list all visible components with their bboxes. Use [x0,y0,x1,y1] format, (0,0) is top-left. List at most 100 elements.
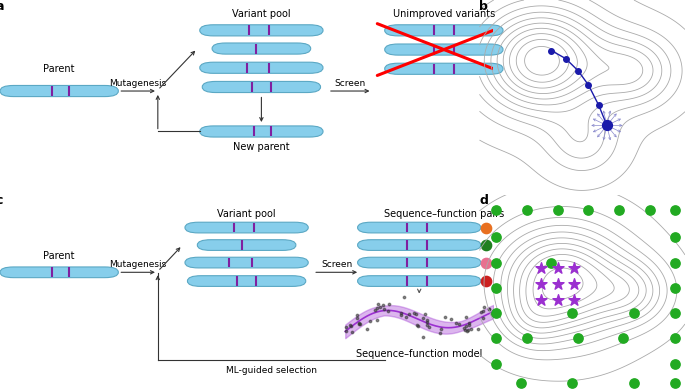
Point [573,68,584,74]
FancyBboxPatch shape [188,276,306,286]
Point [463,321,474,328]
Text: New parent: New parent [233,142,290,152]
Point [521,207,532,213]
Point [364,318,375,324]
Point [566,310,577,316]
Point [466,326,477,332]
Point [462,328,473,334]
Text: Mutagenesis: Mutagenesis [110,79,166,88]
Point [460,314,471,320]
Point [396,310,407,316]
Text: ML-guided selection: ML-guided selection [226,366,316,375]
FancyBboxPatch shape [197,240,296,251]
Point [480,242,491,248]
Point [669,285,680,291]
FancyBboxPatch shape [200,62,323,74]
Point [354,321,365,327]
Point [536,281,547,287]
Point [379,306,390,312]
Text: b: b [479,0,488,13]
Point [420,311,431,317]
Point [453,321,464,327]
FancyBboxPatch shape [212,43,311,54]
Point [490,310,501,316]
Point [434,329,445,336]
Point [536,265,547,272]
Point [490,361,501,367]
FancyBboxPatch shape [358,276,481,286]
Point [398,293,409,300]
Point [371,305,382,312]
FancyBboxPatch shape [202,81,321,93]
Point [480,259,491,266]
Point [566,380,577,386]
Point [614,207,625,213]
Text: Mutagenesis: Mutagenesis [110,260,166,269]
Point [521,335,532,342]
Point [546,259,557,266]
Point [410,310,421,317]
Point [484,305,495,312]
Point [417,333,428,340]
Point [486,311,497,317]
Point [346,323,357,329]
Point [669,310,680,316]
Point [546,47,557,54]
Point [593,102,604,108]
Point [490,207,501,213]
Text: Screen: Screen [321,260,352,269]
Point [401,314,412,320]
Point [475,309,486,315]
Point [473,326,484,332]
Point [417,315,428,321]
FancyBboxPatch shape [185,257,308,268]
Point [377,302,388,308]
Point [669,259,680,266]
Point [479,304,490,310]
Point [480,224,491,231]
FancyBboxPatch shape [0,86,119,96]
Point [396,312,407,318]
Point [560,56,571,62]
Point [477,308,488,314]
FancyBboxPatch shape [200,126,323,137]
Point [490,259,501,266]
Point [354,321,365,328]
Point [552,207,563,213]
Text: Variant pool: Variant pool [232,9,290,19]
Point [345,321,356,328]
Point [569,281,580,287]
Point [421,319,432,325]
Text: Parent: Parent [43,251,75,261]
Point [536,296,547,303]
Point [460,323,471,329]
Point [361,326,372,332]
Text: d: d [479,194,488,207]
FancyBboxPatch shape [358,222,481,233]
Point [669,380,680,386]
Point [552,281,563,287]
Point [423,324,434,330]
FancyBboxPatch shape [385,44,503,55]
FancyBboxPatch shape [0,267,119,278]
Point [628,310,639,316]
Text: a: a [0,0,3,13]
Point [412,322,423,329]
Point [435,326,446,332]
Point [669,335,680,342]
Text: Screen: Screen [334,79,366,88]
Point [422,316,433,322]
Point [462,327,473,333]
FancyBboxPatch shape [200,25,323,36]
Point [340,328,351,335]
Point [669,361,680,367]
Point [573,335,584,342]
Point [458,325,469,331]
Point [569,265,580,272]
Point [370,307,381,313]
FancyBboxPatch shape [385,63,503,74]
Point [353,320,364,326]
Text: Unimproved variants: Unimproved variants [393,9,495,19]
Point [490,335,501,342]
Text: Variant pool: Variant pool [217,209,276,219]
